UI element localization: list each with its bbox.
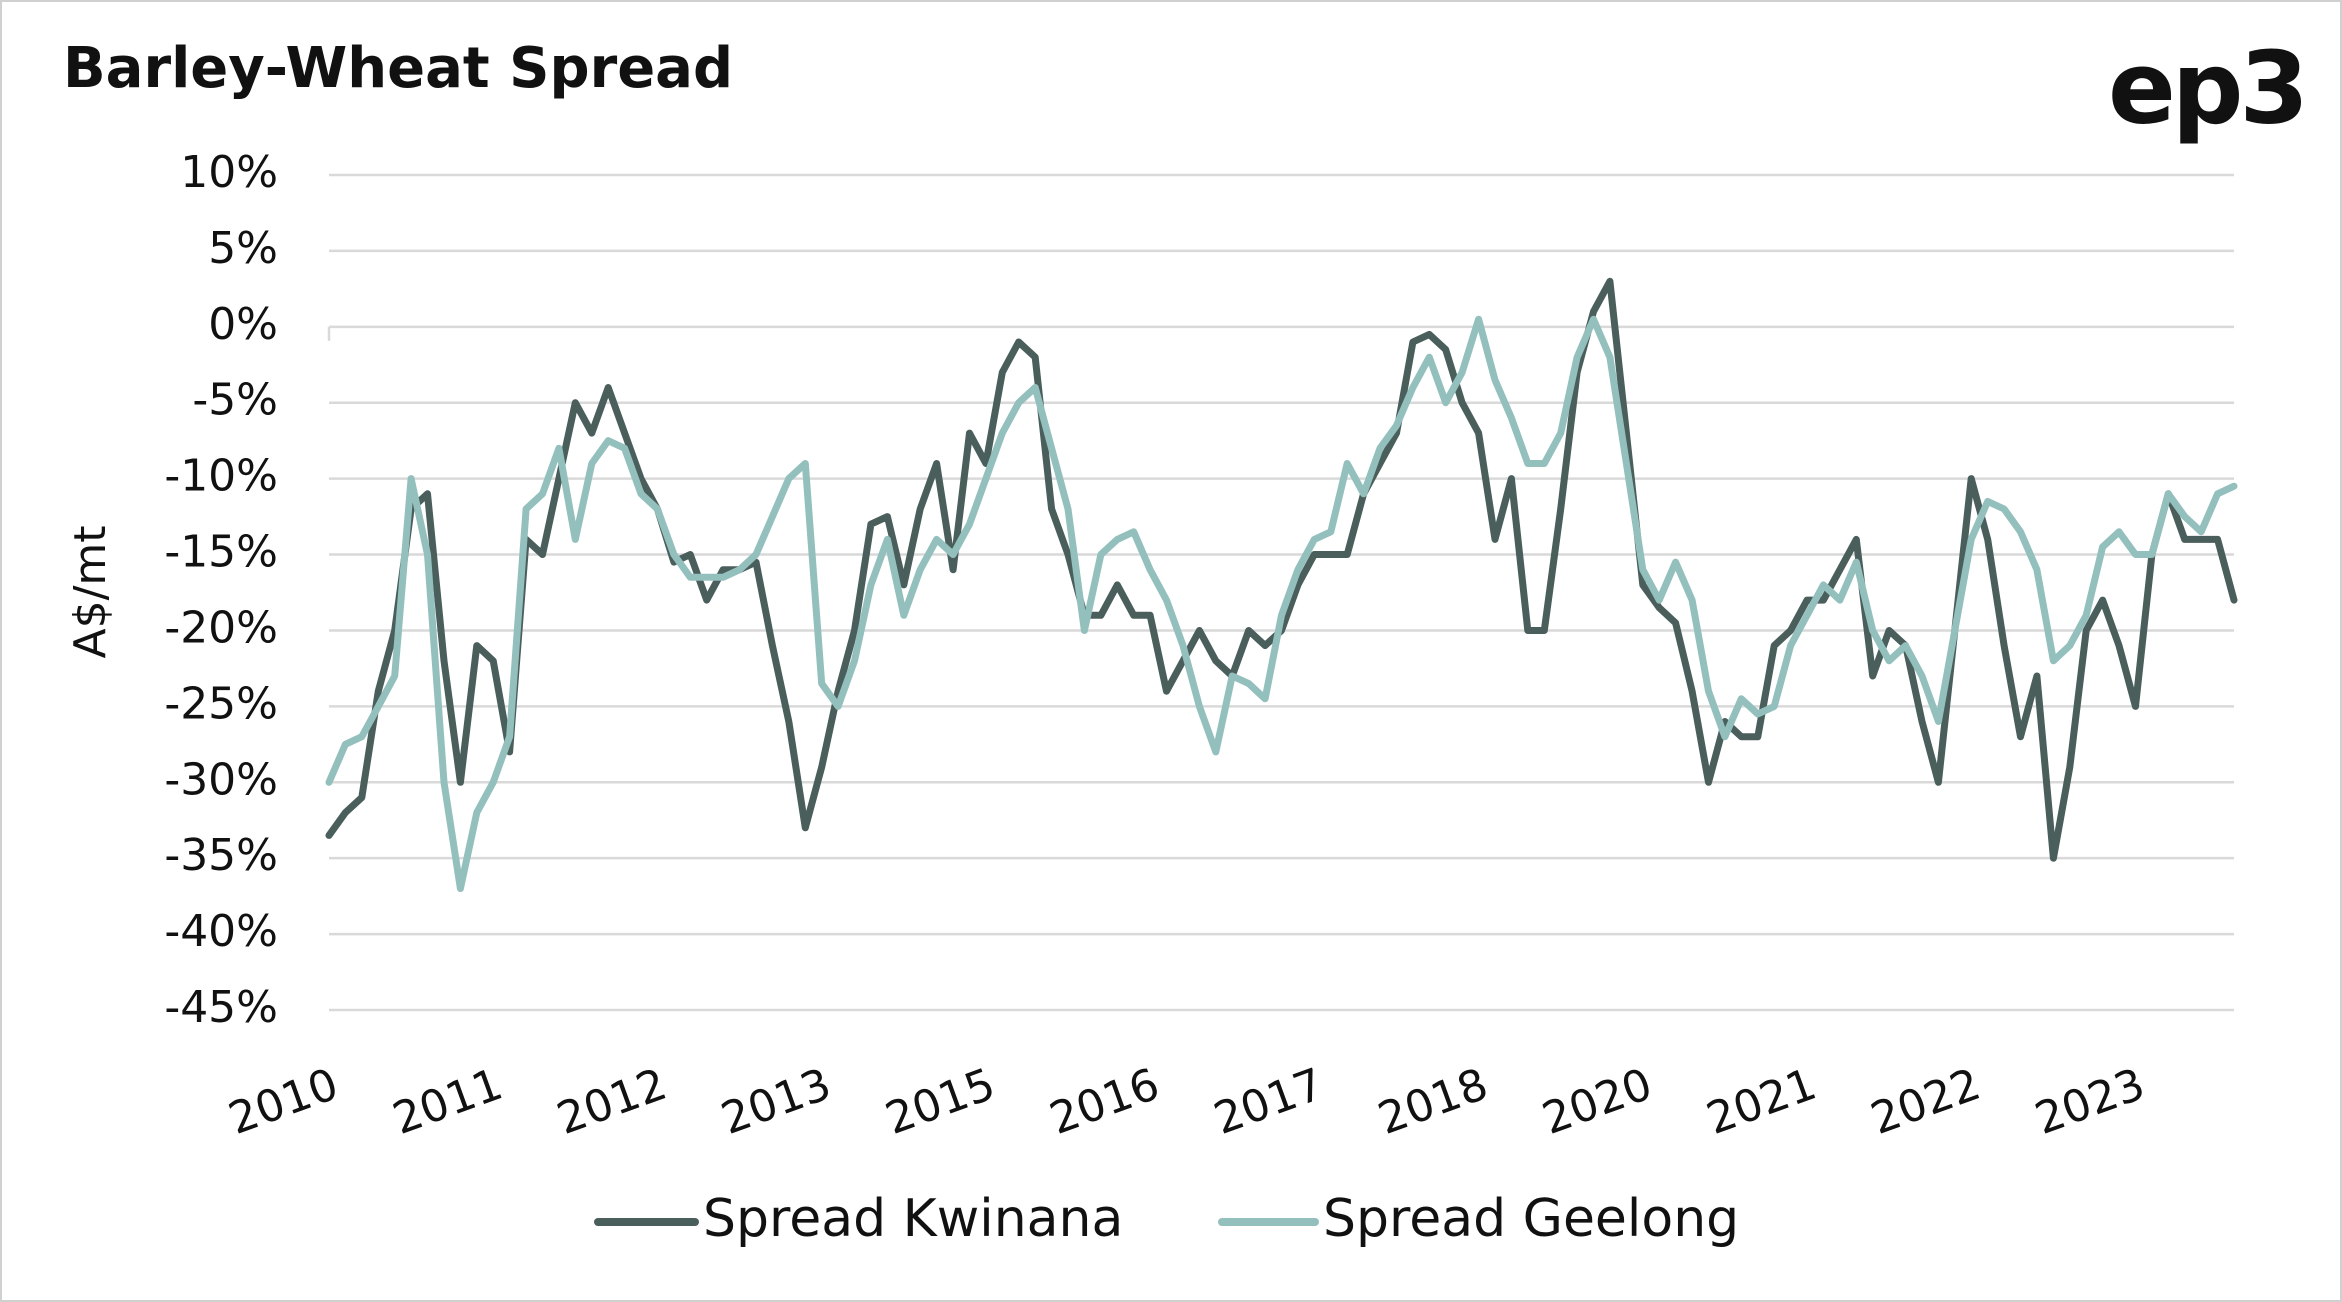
y-tick-label: -5%	[192, 375, 278, 426]
y-tick-label: -35%	[164, 830, 278, 881]
y-axis-label: A$/mt	[65, 525, 116, 658]
y-tick-label: -30%	[164, 754, 278, 805]
y-tick-label: -40%	[164, 906, 278, 957]
chart-title: Barley-Wheat Spread	[63, 36, 733, 101]
logo: ep3	[2108, 29, 2305, 146]
y-tick-label: -25%	[164, 678, 278, 729]
line-series	[325, 315, 2238, 892]
y-tick-label: 0%	[208, 299, 278, 350]
legend-label: Spread Geelong	[1323, 1189, 1739, 1249]
y-tick-label: -20%	[164, 602, 278, 653]
y-tick-label: -10%	[164, 451, 278, 502]
y-tick-label: -15%	[164, 527, 278, 578]
y-tick-label: 10%	[180, 147, 278, 198]
y-tick-label: -45%	[164, 982, 278, 1033]
legend-label: Spread Kwinana	[703, 1189, 1123, 1249]
y-tick-label: 5%	[208, 223, 278, 274]
